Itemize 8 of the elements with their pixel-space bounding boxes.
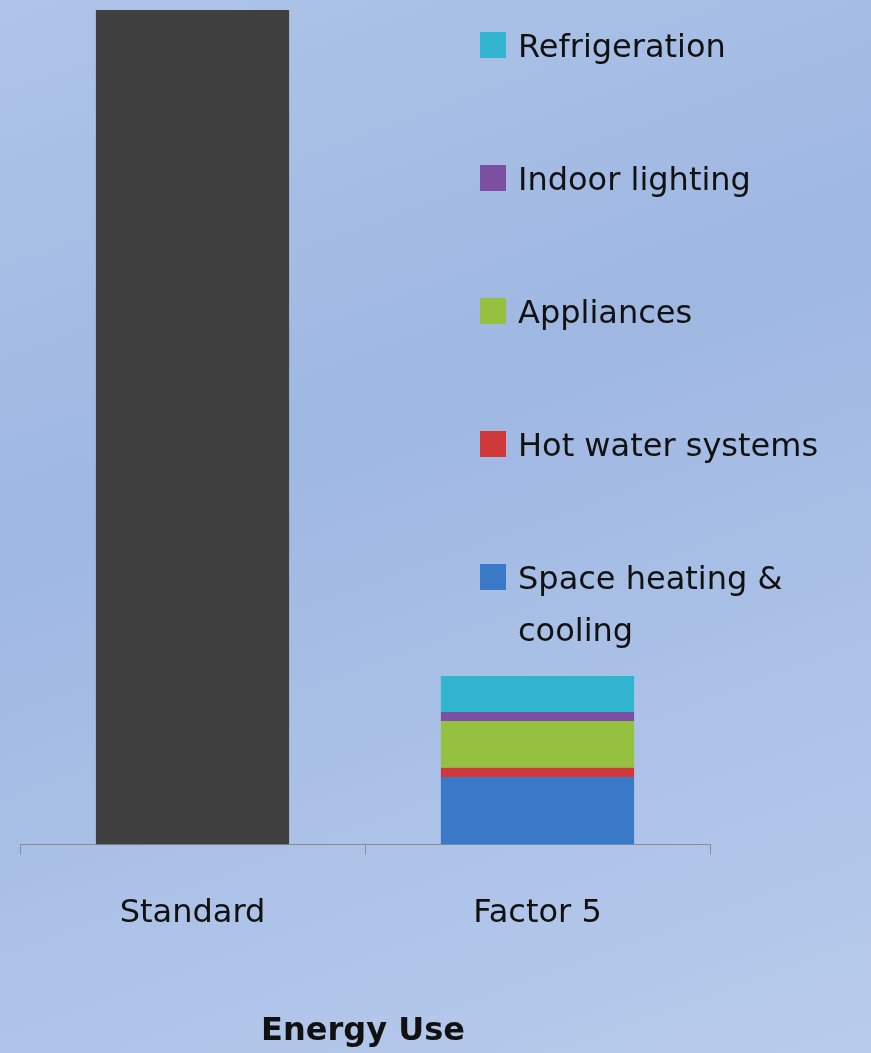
- legend-label: Space heating & cooling: [518, 558, 784, 651]
- legend-label: Indoor lighting: [518, 159, 751, 200]
- x-tick-label: Factor 5: [473, 892, 602, 931]
- legend-label: Appliances: [518, 292, 693, 333]
- legend-label: Hot water systems: [518, 425, 819, 466]
- x-tick-label: Standard: [119, 892, 266, 931]
- x-axis-title: Energy Use: [260, 1010, 466, 1048]
- legend-label: Refrigeration: [518, 26, 726, 67]
